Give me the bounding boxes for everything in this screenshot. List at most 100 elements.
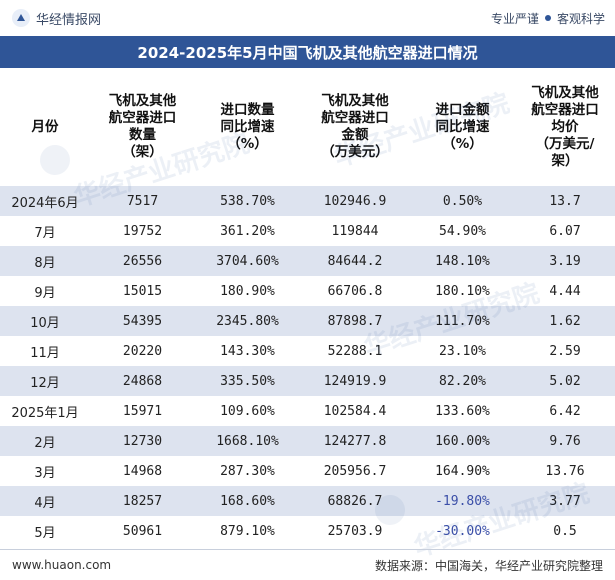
month-cell: 10月 xyxy=(0,306,90,336)
amount-cell: 205956.7 xyxy=(300,456,410,486)
quantity-cell: 15971 xyxy=(90,396,195,426)
table-row: 3月 14968 287.30% 205956.7 164.90% 13.76 xyxy=(0,456,615,486)
table-body: 2024年6月 7517 538.70% 102946.9 0.50% 13.7 7月 197… xyxy=(0,186,615,546)
quantity-cell: 15015 xyxy=(90,276,195,306)
unit-price-cell: 13.76 xyxy=(515,456,615,486)
unit-price-cell: 3.77 xyxy=(515,486,615,516)
quantity-cell: 26556 xyxy=(90,246,195,276)
page-title: 2024-2025年5月中国飞机及其他航空器进口情况 xyxy=(0,36,615,68)
quantity-growth-cell: 335.50% xyxy=(195,366,300,396)
quantity-growth-cell: 168.60% xyxy=(195,486,300,516)
amount-cell: 25703.9 xyxy=(300,516,410,546)
table-row: 11月 20220 143.30% 52288.1 23.10% 2.59 xyxy=(0,336,615,366)
month-cell: 9月 xyxy=(0,276,90,306)
quantity-growth-cell: 109.60% xyxy=(195,396,300,426)
quantity-growth-cell: 143.30% xyxy=(195,336,300,366)
quantity-cell: 18257 xyxy=(90,486,195,516)
unit-price-cell: 1.62 xyxy=(515,306,615,336)
quantity-growth-cell: 3704.60% xyxy=(195,246,300,276)
amount-cell: 66706.8 xyxy=(300,276,410,306)
amount-cell: 87898.7 xyxy=(300,306,410,336)
table-row: 2024年6月 7517 538.70% 102946.9 0.50% 13.7 xyxy=(0,186,615,216)
quantity-growth-cell: 879.10% xyxy=(195,516,300,546)
table-row: 12月 24868 335.50% 124919.9 82.20% 5.02 xyxy=(0,366,615,396)
column-header: 飞机及其他 航空器进口 数量 （架） xyxy=(108,93,177,160)
quantity-cell: 12730 xyxy=(90,426,195,456)
quantity-growth-cell: 538.70% xyxy=(195,186,300,216)
amount-growth-cell: 160.00% xyxy=(410,426,515,456)
table-row: 4月 18257 168.60% 68826.7 -19.80% 3.77 xyxy=(0,486,615,516)
quantity-growth-cell: 1668.10% xyxy=(195,426,300,456)
table-row: 5月 50961 879.10% 25703.9 -30.00% 0.5 xyxy=(0,516,615,546)
footer-url: www.huaon.com xyxy=(12,558,112,572)
unit-price-cell: 9.76 xyxy=(515,426,615,456)
tagline: 专业严谨 客观科学 xyxy=(491,10,605,27)
month-cell: 12月 xyxy=(0,366,90,396)
unit-price-cell: 6.42 xyxy=(515,396,615,426)
amount-cell: 84644.2 xyxy=(300,246,410,276)
month-cell: 11月 xyxy=(0,336,90,366)
amount-growth-cell: 111.70% xyxy=(410,306,515,336)
amount-growth-cell: 23.10% xyxy=(410,336,515,366)
amount-growth-cell: -19.80% xyxy=(410,486,515,516)
quantity-growth-cell: 361.20% xyxy=(195,216,300,246)
import-table: 月份 飞机及其他 航空器进口 数量 （架） 进口数量 同比增速 （%） 飞机及其他 航… xyxy=(0,68,615,546)
quantity-cell: 50961 xyxy=(90,516,195,546)
amount-cell: 124919.9 xyxy=(300,366,410,396)
quantity-cell: 24868 xyxy=(90,366,195,396)
amount-growth-cell: 133.60% xyxy=(410,396,515,426)
table-header-row: 月份 飞机及其他 航空器进口 数量 （架） 进口数量 同比增速 （%） 飞机及其他 航… xyxy=(0,68,615,186)
amount-cell: 102584.4 xyxy=(300,396,410,426)
month-cell: 2024年6月 xyxy=(0,186,90,216)
table-row: 10月 54395 2345.80% 87898.7 111.70% 1.62 xyxy=(0,306,615,336)
column-header: 进口数量 同比增速 （%） xyxy=(220,101,275,152)
column-header: 进口金额 同比增速 （%） xyxy=(435,101,490,152)
unit-price-cell: 13.7 xyxy=(515,186,615,216)
amount-growth-cell: 180.10% xyxy=(410,276,515,306)
table-row: 2025年1月 15971 109.60% 102584.4 133.60% 6.42 xyxy=(0,396,615,426)
brand: 华经情报网 xyxy=(12,9,101,28)
unit-price-cell: 5.02 xyxy=(515,366,615,396)
bullet-dot-icon xyxy=(544,15,551,21)
column-header: 月份 xyxy=(31,118,59,135)
amount-growth-cell: 164.90% xyxy=(410,456,515,486)
amount-growth-cell: 54.90% xyxy=(410,216,515,246)
amount-growth-cell: 0.50% xyxy=(410,186,515,216)
quantity-cell: 19752 xyxy=(90,216,195,246)
footer: www.huaon.com 数据来源：中国海关，华经产业研究院整理 xyxy=(0,549,615,580)
unit-price-cell: 2.59 xyxy=(515,336,615,366)
month-cell: 5月 xyxy=(0,516,90,546)
quantity-growth-cell: 287.30% xyxy=(195,456,300,486)
amount-growth-cell: 82.20% xyxy=(410,366,515,396)
quantity-growth-cell: 180.90% xyxy=(195,276,300,306)
month-cell: 3月 xyxy=(0,456,90,486)
table-row: 8月 26556 3704.60% 84644.2 148.10% 3.19 xyxy=(0,246,615,276)
amount-cell: 119844 xyxy=(300,216,410,246)
unit-price-cell: 4.44 xyxy=(515,276,615,306)
month-cell: 2月 xyxy=(0,426,90,456)
quantity-cell: 20220 xyxy=(90,336,195,366)
table-row: 9月 15015 180.90% 66706.8 180.10% 4.44 xyxy=(0,276,615,306)
unit-price-cell: 6.07 xyxy=(515,216,615,246)
month-cell: 7月 xyxy=(0,216,90,246)
amount-growth-cell: -30.00% xyxy=(410,516,515,546)
month-cell: 8月 xyxy=(0,246,90,276)
unit-price-cell: 0.5 xyxy=(515,516,615,546)
amount-cell: 68826.7 xyxy=(300,486,410,516)
column-header: 飞机及其他 航空器进口 金额 （万美元） xyxy=(321,93,389,160)
quantity-cell: 14968 xyxy=(90,456,195,486)
month-cell: 2025年1月 xyxy=(0,396,90,426)
table-row: 2月 12730 1668.10% 124277.8 160.00% 9.76 xyxy=(0,426,615,456)
footer-source: 数据来源：中国海关，华经产业研究院整理 xyxy=(374,558,603,573)
month-cell: 4月 xyxy=(0,486,90,516)
quantity-cell: 7517 xyxy=(90,186,195,216)
amount-cell: 102946.9 xyxy=(300,186,410,216)
brand-logo-icon xyxy=(12,9,30,27)
brand-name: 华经情报网 xyxy=(36,12,102,28)
quantity-growth-cell: 2345.80% xyxy=(195,306,300,336)
amount-cell: 124277.8 xyxy=(300,426,410,456)
amount-growth-cell: 148.10% xyxy=(410,246,515,276)
top-bar: 华经情报网 专业严谨 客观科学 xyxy=(0,0,615,36)
column-header: 飞机及其他 航空器进口 均价 （万美元/ 架） xyxy=(531,84,599,169)
amount-cell: 52288.1 xyxy=(300,336,410,366)
